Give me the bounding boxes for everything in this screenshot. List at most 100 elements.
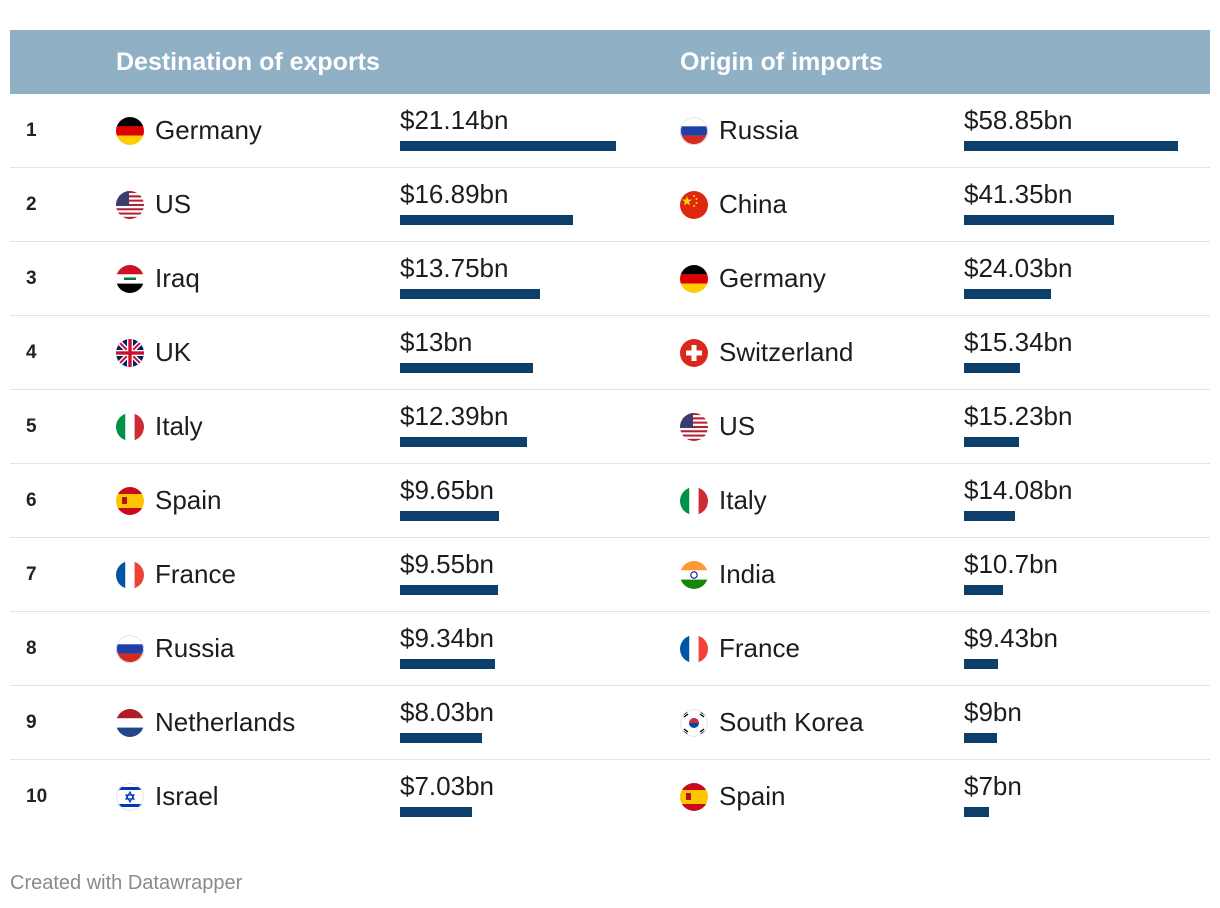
export-bar <box>400 363 533 373</box>
export-bar <box>400 289 540 299</box>
datawrapper-credit: Created with Datawrapper <box>10 872 243 894</box>
import-bar <box>964 511 1015 521</box>
import-bar <box>964 141 1178 151</box>
rank-cell: 9 <box>26 712 37 733</box>
import-value-label: $15.23bn <box>964 401 1073 431</box>
export-value-label: $21.14bn <box>400 105 509 135</box>
export-value-cell: $9.65bn <box>400 464 640 537</box>
import-country: Russia <box>719 115 799 145</box>
switzerland-flag-icon <box>680 339 708 367</box>
table-row: 4 UK $13bn Switzerland $15.34bn <box>10 316 1210 390</box>
export-value-label: $9.55bn <box>400 549 494 579</box>
germany-flag-icon <box>680 265 708 293</box>
import-value-label: $14.08bn <box>964 475 1073 505</box>
export-bar <box>400 733 482 743</box>
import-country: China <box>719 189 787 219</box>
italy-flag-icon <box>116 413 144 441</box>
export-country: Netherlands <box>155 707 296 737</box>
table-row: 7 France $9.55bn India $10.7bn <box>10 538 1210 612</box>
import-bar <box>964 289 1051 299</box>
rank-cell: 7 <box>26 564 37 585</box>
rank-cell: 5 <box>26 416 37 437</box>
china-flag-icon <box>680 191 708 219</box>
import-value-cell: $58.85bn <box>964 94 1204 167</box>
export-bar <box>400 659 495 669</box>
import-value-cell: $24.03bn <box>964 242 1204 315</box>
export-value-cell: $9.34bn <box>400 612 640 685</box>
us-flag-icon <box>680 413 708 441</box>
us-flag-icon <box>116 191 144 219</box>
import-country: Spain <box>719 781 786 811</box>
netherlands-flag-icon <box>116 709 144 737</box>
germany-flag-icon <box>116 117 144 145</box>
table-row: 1 Germany $21.14bn Russia $58.85bn <box>10 94 1210 168</box>
import-country: Italy <box>719 485 767 515</box>
export-country: Germany <box>155 115 262 145</box>
import-value-cell: $15.34bn <box>964 316 1204 389</box>
table-body: 1 Germany $21.14bn Russia $58.85bn 2 US $16.89b… <box>10 94 1210 833</box>
import-country: South Korea <box>719 707 864 737</box>
import-value-label: $24.03bn <box>964 253 1073 283</box>
import-value-label: $10.7bn <box>964 549 1058 579</box>
france-flag-icon <box>116 561 144 589</box>
table-header: Destination of exports Origin of imports <box>10 30 1210 94</box>
rank-cell: 8 <box>26 638 37 659</box>
export-value-cell: $7.03bn <box>400 760 640 833</box>
table-row: 9 Netherlands $8.03bn South Korea $9bn <box>10 686 1210 760</box>
export-bar <box>400 437 527 447</box>
export-value-cell: $9.55bn <box>400 538 640 611</box>
rank-cell: 1 <box>26 120 37 141</box>
trade-table: Destination of exports Origin of imports… <box>10 30 1210 833</box>
italy-flag-icon <box>680 487 708 515</box>
israel-flag-icon <box>116 783 144 811</box>
export-country: UK <box>155 337 192 367</box>
export-value-cell: $13bn <box>400 316 640 389</box>
table-row: 8 Russia $9.34bn France $9.43bn <box>10 612 1210 686</box>
rank-cell: 2 <box>26 194 37 215</box>
export-country: Russia <box>155 633 235 663</box>
iraq-flag-icon <box>116 265 144 293</box>
india-flag-icon <box>680 561 708 589</box>
import-bar <box>964 659 998 669</box>
spain-flag-icon <box>116 487 144 515</box>
import-country: US <box>719 411 756 441</box>
import-value-cell: $10.7bn <box>964 538 1204 611</box>
import-value-cell: $7bn <box>964 760 1204 833</box>
rank-cell: 3 <box>26 268 37 289</box>
import-value-label: $58.85bn <box>964 105 1073 135</box>
import-value-label: $15.34bn <box>964 327 1073 357</box>
export-country: Spain <box>155 485 222 515</box>
export-bar <box>400 141 616 151</box>
export-value-label: $7.03bn <box>400 771 494 801</box>
table-row: 6 Spain $9.65bn Italy $14.08bn <box>10 464 1210 538</box>
russia-flag-icon <box>680 117 708 145</box>
import-value-cell: $14.08bn <box>964 464 1204 537</box>
export-country: Iraq <box>155 263 200 293</box>
export-value-cell: $21.14bn <box>400 94 640 167</box>
export-bar <box>400 585 498 595</box>
import-bar <box>964 363 1020 373</box>
import-value-cell: $9.43bn <box>964 612 1204 685</box>
export-country: France <box>155 559 236 589</box>
export-value-label: $9.34bn <box>400 623 494 653</box>
import-bar <box>964 585 1003 595</box>
import-value-cell: $41.35bn <box>964 168 1204 241</box>
export-value-label: $16.89bn <box>400 179 509 209</box>
import-value-label: $9.43bn <box>964 623 1058 653</box>
import-value-label: $9bn <box>964 697 1022 727</box>
export-value-label: $9.65bn <box>400 475 494 505</box>
export-bar <box>400 215 573 225</box>
export-country: Israel <box>155 781 219 811</box>
import-country: Germany <box>719 263 826 293</box>
import-bar <box>964 437 1019 447</box>
rank-cell: 6 <box>26 490 37 511</box>
rank-cell: 10 <box>26 786 48 807</box>
france-flag-icon <box>680 635 708 663</box>
export-bar <box>400 807 472 817</box>
table-row: 10 Israel $7.03bn Spain $7bn <box>10 760 1210 833</box>
import-value-label: $7bn <box>964 771 1022 801</box>
export-value-label: $13.75bn <box>400 253 509 283</box>
import-country: Switzerland <box>719 337 854 367</box>
export-country: Italy <box>155 411 203 441</box>
import-value-cell: $15.23bn <box>964 390 1204 463</box>
